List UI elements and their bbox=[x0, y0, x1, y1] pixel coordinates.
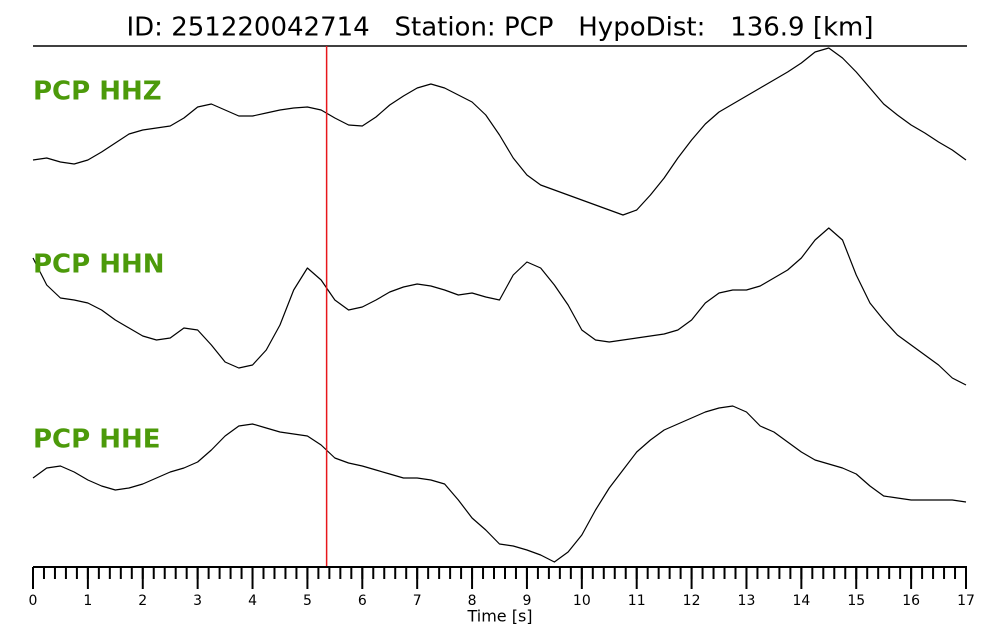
x-tick-label: 10 bbox=[573, 593, 591, 609]
x-tick-label: 6 bbox=[358, 593, 367, 609]
x-tick-label: 8 bbox=[468, 593, 477, 609]
x-tick-label: 1 bbox=[83, 593, 92, 609]
x-tick-label: 14 bbox=[792, 593, 810, 609]
x-tick-label: 0 bbox=[29, 593, 38, 609]
x-tick-label: 3 bbox=[193, 593, 202, 609]
x-tick-label: 7 bbox=[413, 593, 422, 609]
x-tick-label: 9 bbox=[522, 593, 531, 609]
x-tick-label: 2 bbox=[138, 593, 147, 609]
x-tick-label: 15 bbox=[847, 593, 865, 609]
trace-label: PCP HHZ bbox=[33, 77, 162, 107]
x-tick-label: 16 bbox=[902, 593, 920, 609]
x-tick-label: 11 bbox=[628, 593, 646, 609]
x-tick-label: 17 bbox=[957, 593, 975, 609]
x-tick-label: 12 bbox=[683, 593, 701, 609]
x-tick-label: 4 bbox=[248, 593, 257, 609]
trace-label: PCP HHE bbox=[33, 425, 161, 455]
x-tick-label: 5 bbox=[303, 593, 312, 609]
trace-label: PCP HHN bbox=[33, 250, 165, 280]
x-axis-label: Time [s] bbox=[466, 607, 532, 626]
waveform bbox=[32, 405, 967, 563]
waveform bbox=[32, 227, 967, 386]
x-tick-label: 13 bbox=[738, 593, 756, 609]
chart-title: ID: 251220042714 Station: PCP HypoDist: … bbox=[126, 13, 873, 43]
waveform bbox=[32, 47, 967, 216]
